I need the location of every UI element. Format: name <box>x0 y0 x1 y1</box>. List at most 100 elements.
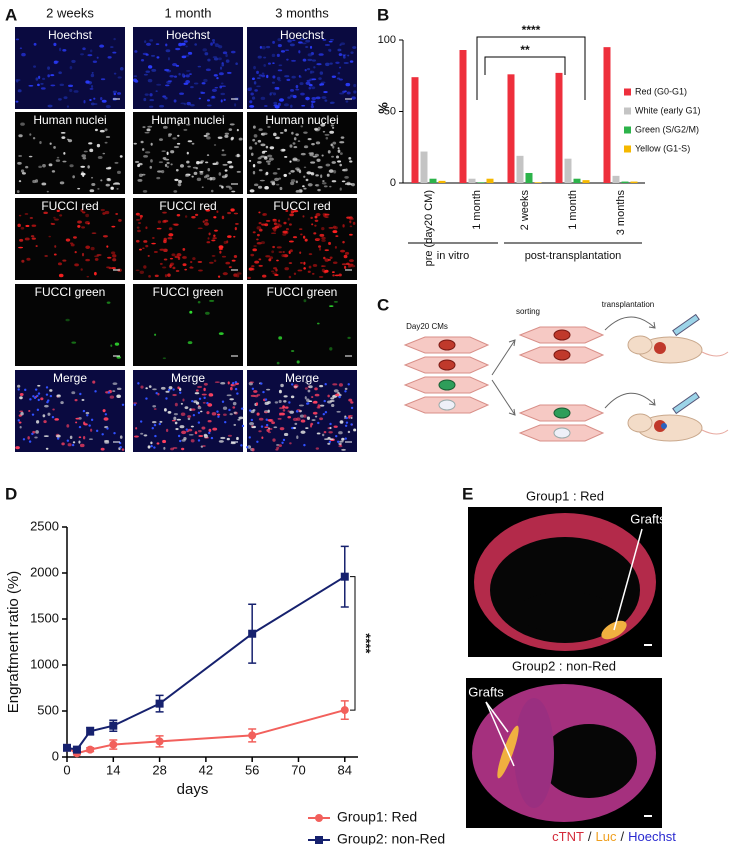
decoration <box>271 250 275 254</box>
channel-label: FUCCI red <box>159 199 216 213</box>
decoration <box>296 169 301 172</box>
decoration <box>46 190 49 193</box>
diagram-label: sorting <box>516 307 540 316</box>
decoration <box>79 392 82 396</box>
decoration <box>101 99 107 103</box>
decoration <box>104 210 110 215</box>
decoration <box>35 77 39 81</box>
decoration <box>207 237 210 240</box>
decoration <box>207 168 211 172</box>
decoration <box>253 183 259 187</box>
decoration <box>248 267 253 271</box>
decoration <box>145 387 148 390</box>
decoration <box>82 436 86 440</box>
decoration <box>181 439 186 442</box>
decoration <box>114 342 120 346</box>
decoration <box>52 408 55 411</box>
decoration <box>185 79 191 84</box>
decoration <box>206 104 212 107</box>
decoration <box>231 190 236 193</box>
decoration <box>80 165 86 168</box>
decoration <box>100 78 106 81</box>
decoration <box>251 77 255 81</box>
decoration <box>133 75 138 78</box>
decoration <box>206 136 211 140</box>
decoration <box>250 253 255 257</box>
decoration <box>112 254 117 258</box>
decoration <box>34 388 38 391</box>
decoration <box>316 158 321 162</box>
decoration <box>318 77 322 80</box>
decoration <box>256 70 259 75</box>
decoration <box>85 258 90 262</box>
decoration <box>173 416 177 421</box>
decoration <box>225 261 231 265</box>
decoration <box>315 141 321 145</box>
decoration <box>24 237 30 241</box>
micrograph <box>133 370 245 452</box>
decoration <box>265 418 268 421</box>
decoration <box>213 259 217 263</box>
decoration <box>211 176 216 181</box>
decoration <box>99 129 105 133</box>
decoration <box>101 433 104 436</box>
decoration <box>514 698 554 808</box>
significance-bracket <box>350 576 356 711</box>
decoration <box>287 415 292 419</box>
decoration <box>141 173 146 176</box>
decoration <box>329 185 332 188</box>
decoration <box>143 434 148 437</box>
decoration <box>339 152 343 156</box>
decoration <box>170 150 175 154</box>
decoration <box>173 146 180 149</box>
y-tick-label: 0 <box>390 177 396 189</box>
decoration <box>251 425 254 427</box>
decoration <box>311 103 314 106</box>
decoration <box>195 401 200 405</box>
decoration <box>144 93 149 96</box>
decoration <box>289 160 292 163</box>
decoration <box>150 159 153 163</box>
decoration <box>288 275 292 279</box>
decoration <box>218 172 222 176</box>
decoration <box>256 241 262 245</box>
data-point <box>155 699 164 708</box>
decoration <box>85 80 90 84</box>
decoration <box>331 161 336 164</box>
decoration <box>56 209 60 213</box>
decoration <box>119 435 123 439</box>
decoration <box>184 215 188 218</box>
decoration <box>159 420 163 423</box>
decoration <box>324 438 330 441</box>
decoration <box>156 227 162 230</box>
decoration <box>275 223 281 227</box>
decoration <box>151 427 154 430</box>
decoration <box>306 171 312 175</box>
decoration <box>287 410 290 413</box>
decoration <box>276 53 280 57</box>
decoration <box>283 173 287 177</box>
decoration <box>71 443 75 447</box>
decoration <box>233 235 236 238</box>
decoration <box>45 393 49 396</box>
decoration <box>180 402 183 405</box>
decoration <box>316 322 320 325</box>
decoration <box>144 40 147 44</box>
bar <box>534 182 542 183</box>
decoration <box>260 382 263 385</box>
decoration <box>168 227 173 231</box>
decoration <box>331 180 337 183</box>
decoration <box>106 245 109 248</box>
decoration <box>147 65 153 69</box>
decoration <box>139 214 143 218</box>
decoration <box>167 57 170 61</box>
decoration <box>119 446 122 449</box>
decoration <box>104 413 108 416</box>
decoration <box>187 417 191 421</box>
decoration <box>225 185 231 188</box>
decoration <box>135 269 140 272</box>
decoration <box>350 416 353 420</box>
decoration <box>338 442 342 446</box>
decoration <box>321 96 327 99</box>
decoration <box>213 57 219 61</box>
